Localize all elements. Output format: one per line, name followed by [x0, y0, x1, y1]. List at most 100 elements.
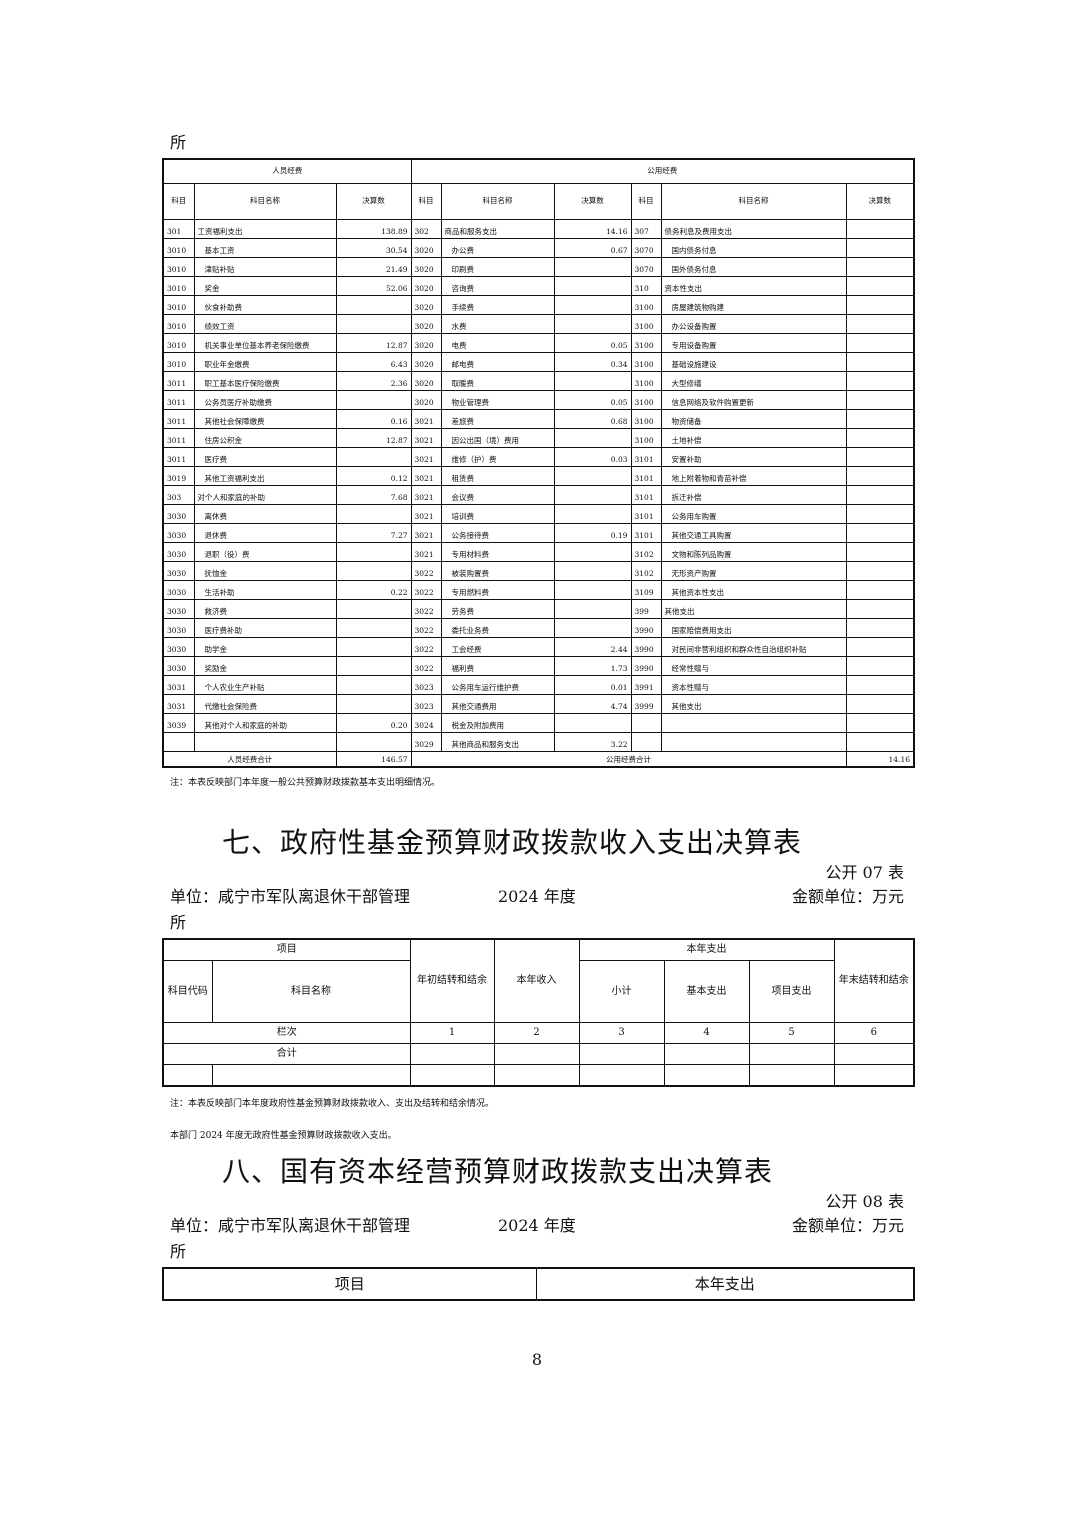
amount-cell	[845, 371, 915, 391]
section7-table-no: 公开 07 表	[825, 863, 904, 882]
amount-cell: 0.16	[335, 409, 412, 429]
unit-continuation: 所	[170, 133, 187, 152]
table-row: 3031 代缴社会保险费 3023 其他交通费用 4.74 3999 其他支出	[162, 694, 915, 714]
name-cell: 大型修缮	[660, 371, 847, 391]
name-cell: 工资福利支出	[193, 219, 337, 239]
amount-cell	[335, 656, 412, 676]
group-header-public: 公用经费	[410, 158, 915, 184]
amount-cell	[553, 618, 632, 638]
section7-unit: 单位：咸宁市军队离退休干部管理	[170, 887, 411, 906]
code-cell: 3031	[162, 694, 195, 714]
amount-cell	[845, 238, 915, 258]
amount-cell	[335, 561, 412, 581]
table-row: 3030 生活补助 0.22 3022 专用燃料费 3109 其他资本性支出	[162, 580, 915, 600]
name-cell: 生活补助	[193, 580, 337, 600]
name-cell: 劳务费	[440, 599, 555, 619]
section7-title: 七、政府性基金预算财政拨款收入支出决算表	[222, 826, 803, 859]
code-cell: 3022	[410, 637, 442, 657]
name-cell: 对民间非营利组织和群众性自治组织补贴	[660, 637, 847, 657]
amount-cell	[845, 675, 915, 695]
code-cell: 3020	[410, 257, 442, 277]
code-cell: 3020	[410, 352, 442, 372]
code-cell: 3100	[630, 295, 662, 315]
amount-cell	[845, 466, 915, 486]
name-cell: 职工基本医疗保险缴费	[193, 371, 337, 391]
code-cell	[630, 713, 662, 733]
amount-cell	[335, 447, 412, 467]
name-cell: 其他支出	[660, 694, 847, 714]
name-cell: 个人农业生产补贴	[193, 675, 337, 695]
name-cell: 福利费	[440, 656, 555, 676]
amount-cell	[845, 390, 915, 410]
code-cell: 3100	[630, 333, 662, 353]
name-cell: 办公设备购置	[660, 314, 847, 334]
amount-cell	[553, 485, 632, 505]
name-cell: 房屋建筑物购建	[660, 295, 847, 315]
code-cell: 3020	[410, 371, 442, 391]
header-subtotal: 小计	[578, 960, 665, 1023]
name-cell: 委托业务费	[440, 618, 555, 638]
code-cell: 3023	[410, 694, 442, 714]
code-cell: 3024	[410, 713, 442, 733]
name-cell: 国外债务付息	[660, 257, 847, 277]
code-cell: 3021	[410, 409, 442, 429]
name-cell: 物资储备	[660, 409, 847, 429]
section7-note: 注：本表反映部门本年度政府性基金预算财政拨款收入、支出及结转和结余情况。	[170, 1099, 495, 1109]
code-cell: 3010	[162, 333, 195, 353]
name-cell: 培训费	[440, 504, 555, 524]
name-cell: 伙食补助费	[193, 295, 337, 315]
header-project: 项目支出	[748, 960, 835, 1023]
section7-year: 2024 年度	[498, 887, 576, 906]
name-cell: 奖励金	[193, 656, 337, 676]
amount-cell	[335, 618, 412, 638]
amount-cell: 7.68	[335, 485, 412, 505]
header-item: 项目	[162, 938, 411, 961]
code-cell: 3010	[162, 238, 195, 258]
row-index-label: 栏次	[162, 1022, 411, 1044]
name-cell: 其他支出	[660, 599, 847, 619]
amount-cell: 1.73	[553, 656, 632, 676]
name-cell: 水费	[440, 314, 555, 334]
code-cell: 3100	[630, 371, 662, 391]
amount-cell	[553, 599, 632, 619]
amount-cell	[845, 694, 915, 714]
amount-cell	[845, 352, 915, 372]
name-cell: 办公费	[440, 238, 555, 258]
code-cell: 301	[162, 219, 195, 239]
table-row: 3011 医疗费 3021 维修（护）费 0.03 3101 安置补助	[162, 447, 915, 467]
code-cell: 3100	[630, 428, 662, 448]
header-basic: 基本支出	[663, 960, 750, 1023]
amount-cell: 7.27	[335, 523, 412, 543]
name-cell: 其他工资福利支出	[193, 466, 337, 486]
amount-cell	[335, 732, 412, 752]
code-cell: 3990	[630, 637, 662, 657]
code-cell: 3021	[410, 485, 442, 505]
section8-table-no: 公开 08 表	[825, 1192, 904, 1211]
name-cell: 地上附着物和青苗补偿	[660, 466, 847, 486]
table-row: 3010 职业年金缴费 6.43 3020 邮电费 0.34 3100 基础设施建设	[162, 352, 915, 372]
amount-cell	[553, 713, 632, 733]
amount-cell	[553, 561, 632, 581]
amount-cell: 0.20	[335, 713, 412, 733]
name-cell: 公务用车运行维护费	[440, 675, 555, 695]
name-cell: 商品和服务支出	[440, 219, 555, 239]
table-row: 3030 抚恤金 3022 被装购置费 3102 无形资产购置	[162, 561, 915, 581]
table-row: 3011 职工基本医疗保险缴费 2.36 3020 取暖费 3100 大型修缮	[162, 371, 915, 391]
code-cell: 3010	[162, 314, 195, 334]
amount-cell: 0.68	[553, 409, 632, 429]
amount-cell: 0.67	[553, 238, 632, 258]
amount-cell	[845, 542, 915, 562]
amount-cell	[335, 694, 412, 714]
amount-cell: 2.36	[335, 371, 412, 391]
code-cell: 3030	[162, 580, 195, 600]
total-row: 人员经费合计 146.57 公用经费合计 14.16	[162, 751, 915, 768]
amount-cell	[335, 390, 412, 410]
amount-cell	[845, 485, 915, 505]
amount-cell: 0.05	[553, 390, 632, 410]
group-header-personnel: 人员经费	[162, 158, 412, 184]
name-cell	[660, 713, 847, 733]
amount-cell: 12.87	[335, 333, 412, 353]
name-cell: 取暖费	[440, 371, 555, 391]
amount-cell: 6.43	[335, 352, 412, 372]
col-amount: 决算数	[553, 183, 632, 220]
